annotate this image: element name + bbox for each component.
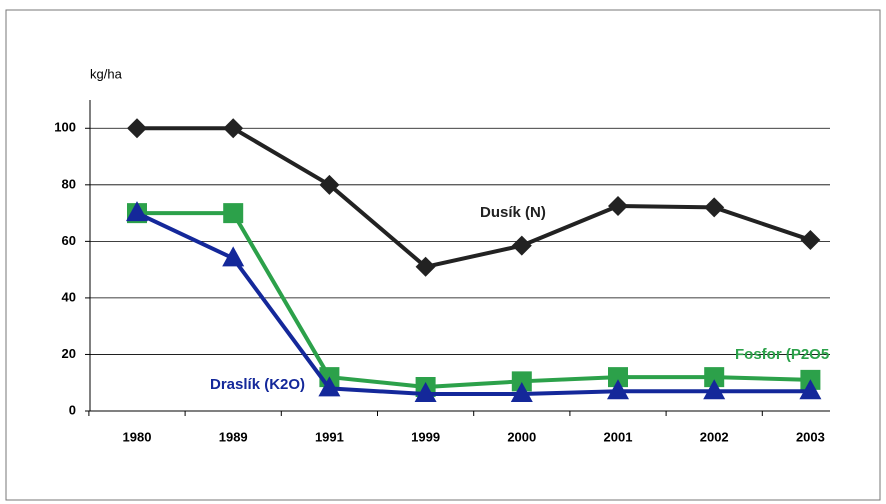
x-tick-label: 2003 xyxy=(796,429,825,444)
marker xyxy=(126,201,148,222)
marker xyxy=(703,379,726,400)
x-tick-label: 1980 xyxy=(123,429,152,444)
marker xyxy=(607,379,629,400)
y-tick-label: 60 xyxy=(62,233,76,248)
x-tick-label: 1999 xyxy=(411,429,440,444)
x-tick-label: 1989 xyxy=(219,429,248,444)
y-tick-label: 0 xyxy=(69,402,76,417)
marker xyxy=(319,174,340,195)
series-line xyxy=(136,211,811,397)
x-tick-label: 1991 xyxy=(315,429,344,444)
marker xyxy=(318,376,341,397)
series-label: Fosfor (P2O5 xyxy=(735,346,829,363)
marker xyxy=(608,196,628,217)
marker xyxy=(415,256,436,277)
series-line xyxy=(137,211,811,389)
y-tick-label: 20 xyxy=(62,346,76,361)
marker xyxy=(127,118,147,139)
series-label: Dusík (N) xyxy=(480,204,546,221)
marker xyxy=(414,382,437,403)
marker xyxy=(799,379,822,400)
series-line xyxy=(137,126,812,269)
marker xyxy=(223,118,244,139)
marker xyxy=(608,367,628,388)
marker xyxy=(704,197,725,218)
x-tick-label: 2000 xyxy=(507,429,536,444)
marker xyxy=(511,371,532,392)
marker xyxy=(222,246,245,267)
y-axis-label: kg/ha xyxy=(90,66,123,81)
marker xyxy=(511,235,532,256)
frame xyxy=(5,9,881,501)
series-label: Draslík (K2O) xyxy=(210,376,305,393)
marker xyxy=(704,367,725,388)
y-tick-label: 100 xyxy=(54,120,76,135)
x-tick-label: 2002 xyxy=(700,429,729,444)
marker xyxy=(223,203,244,224)
y-tick-label: 40 xyxy=(62,289,76,304)
marker xyxy=(510,382,533,403)
y-tick-label: 80 xyxy=(62,176,76,191)
marker xyxy=(800,229,821,250)
x-tick-label: 2001 xyxy=(604,429,633,444)
